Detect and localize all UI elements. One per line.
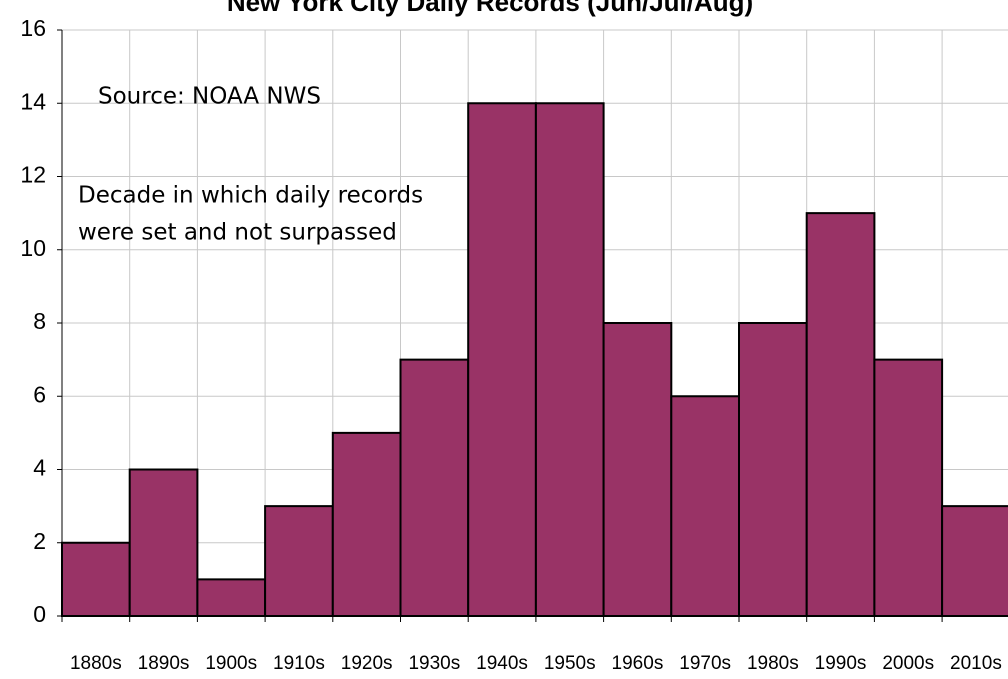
x-tick-label: 1940s xyxy=(476,653,528,674)
x-tick-label: 2000s xyxy=(882,653,934,674)
chart-title: New York City Daily Records (Jun/Jul/Aug… xyxy=(227,0,753,17)
bar xyxy=(128,468,199,617)
annotation: Decade in which daily records xyxy=(78,183,423,209)
x-tick-label: 1920s xyxy=(341,653,393,674)
bar xyxy=(467,102,537,617)
y-tick-label: 16 xyxy=(20,15,46,41)
x-tick-label: 1990s xyxy=(815,653,867,674)
x-tick-label: 1960s xyxy=(612,653,664,674)
x-tick-label: 1910s xyxy=(273,653,325,674)
bar xyxy=(534,102,605,617)
x-tick-label: 1950s xyxy=(544,653,596,674)
x-tick-label: 1900s xyxy=(205,653,257,674)
y-tick-label: 4 xyxy=(33,455,46,481)
x-tick-label: 1880s xyxy=(70,653,122,674)
x-tick-label: 2010s xyxy=(950,653,1002,674)
x-tick-label: 1980s xyxy=(747,653,799,674)
bar xyxy=(805,212,876,617)
bar xyxy=(941,505,1008,617)
x-tick-label: 1930s xyxy=(408,653,460,674)
annotation: were set and not surpassed xyxy=(78,220,397,246)
y-tick-label: 0 xyxy=(33,601,46,627)
bar xyxy=(873,358,944,617)
y-tick-label: 2 xyxy=(33,528,46,554)
bar xyxy=(264,505,334,617)
bar xyxy=(670,395,740,617)
y-tick-label: 10 xyxy=(20,235,46,261)
x-tick-label: 1970s xyxy=(679,653,731,674)
annotation: Source: NOAA NWS xyxy=(98,84,321,110)
bar xyxy=(331,431,402,617)
bar xyxy=(196,578,267,617)
bar xyxy=(61,541,131,617)
y-tick-label: 6 xyxy=(33,381,46,407)
bar xyxy=(602,322,673,617)
bar xyxy=(738,322,808,617)
bar xyxy=(399,358,470,617)
y-tick-label: 12 xyxy=(20,162,46,188)
y-tick-label: 14 xyxy=(20,88,46,114)
y-tick-label: 8 xyxy=(33,308,46,334)
bars xyxy=(61,102,1008,617)
x-tick-label: 1890s xyxy=(138,653,190,674)
